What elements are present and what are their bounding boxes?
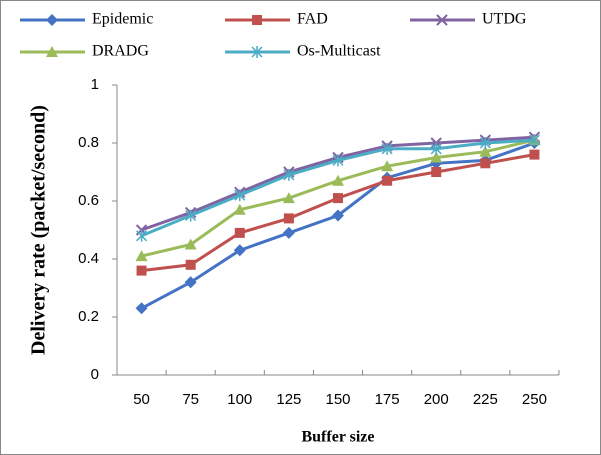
legend-label: UTDG: [482, 11, 527, 28]
marker: [135, 250, 148, 262]
x-tick-label: 250: [522, 391, 547, 408]
series: [136, 134, 540, 242]
y-tick-label: 0.6: [78, 192, 99, 209]
y-tick-label: 0.4: [78, 250, 99, 267]
legend-label: DRADG: [92, 43, 149, 60]
marker: [430, 142, 442, 155]
y-tick-label: 0.8: [78, 134, 99, 151]
marker: [184, 276, 197, 289]
marker: [480, 158, 491, 169]
x-tick-label: 200: [424, 391, 449, 408]
marker: [234, 189, 246, 202]
marker: [431, 167, 442, 177]
legend-item: UTDG: [410, 11, 527, 28]
legend-item: Epidemic: [20, 11, 153, 28]
marker: [332, 174, 344, 186]
marker: [332, 154, 344, 167]
marker: [282, 192, 295, 204]
x-tick-label: 175: [375, 391, 400, 408]
marker: [135, 302, 148, 315]
y-tick-label: 0.2: [78, 308, 99, 325]
y-axis-label: Delivery rate (packet/second): [28, 105, 50, 355]
marker: [332, 209, 344, 222]
y-tick-label: 1: [91, 76, 99, 93]
marker: [136, 265, 147, 276]
marker: [382, 175, 393, 186]
series: [135, 137, 541, 315]
marker: [136, 229, 148, 242]
series: [136, 149, 540, 276]
x-tick-label: 100: [227, 391, 252, 408]
legend-label: FAD: [297, 11, 328, 28]
marker: [185, 259, 196, 270]
x-tick-label: 150: [325, 391, 350, 408]
marker: [233, 203, 246, 215]
x-tick-label: 50: [133, 391, 150, 408]
marker: [283, 213, 294, 224]
marker: [234, 227, 245, 238]
legend-item: Os-Multicast: [225, 43, 381, 60]
legend-item: FAD: [225, 11, 328, 28]
marker: [479, 137, 491, 149]
marker: [184, 238, 197, 250]
marker: [430, 151, 443, 163]
marker: [185, 209, 197, 222]
marker: [252, 15, 262, 25]
marker: [528, 134, 540, 147]
marker: [381, 142, 393, 155]
legend-label: Epidemic: [92, 11, 153, 28]
marker: [46, 14, 58, 26]
marker: [251, 46, 263, 58]
x-tick-label: 75: [182, 391, 199, 408]
marker: [479, 145, 492, 157]
marker: [333, 193, 343, 204]
marker: [233, 244, 246, 257]
y-tick-label: 0: [91, 366, 99, 383]
marker: [529, 149, 540, 160]
x-axis-label: Buffer size: [301, 429, 374, 446]
x-tick-label: 225: [473, 391, 498, 408]
marker: [436, 14, 448, 26]
marker: [282, 226, 295, 239]
marker: [381, 160, 394, 172]
marker: [46, 46, 58, 57]
x-tick-label: 125: [276, 391, 301, 408]
legend-label: Os-Multicast: [297, 43, 381, 60]
marker: [283, 168, 295, 181]
legend-item: DRADG: [20, 43, 149, 60]
